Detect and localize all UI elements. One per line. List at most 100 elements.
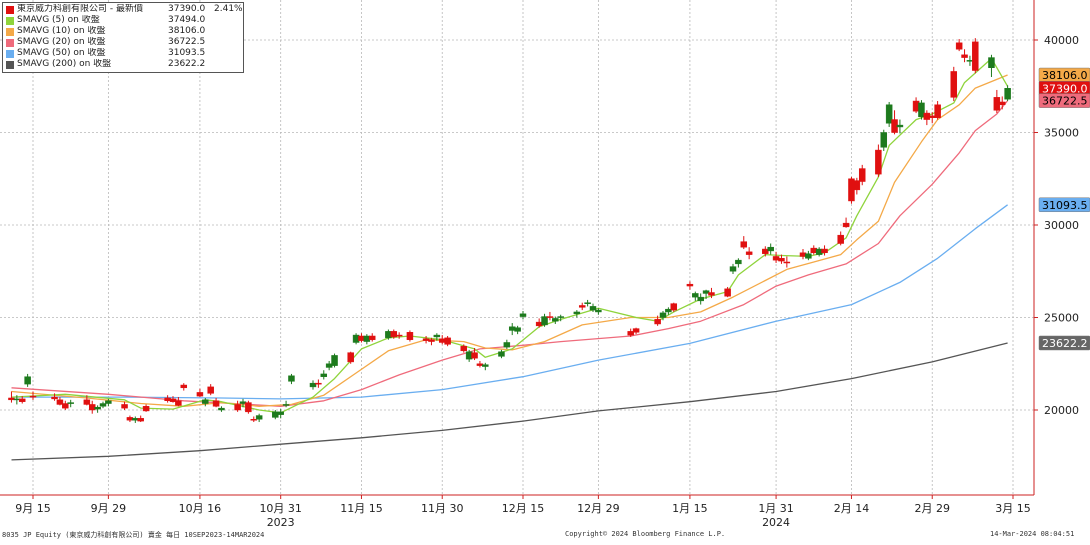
candle-body-down — [347, 352, 354, 363]
candle-body-down — [29, 395, 37, 398]
last-value-tag — [1038, 197, 1090, 213]
candle-body-up — [465, 351, 473, 360]
candle-body-down — [245, 402, 252, 413]
candle-body-down — [444, 337, 451, 345]
x-tick-label: 11月 15 — [340, 502, 383, 515]
last-value-tag-label: 36722.5 — [1042, 95, 1088, 108]
legend-swatch — [6, 60, 14, 69]
candle-body-down — [708, 292, 715, 296]
legend-value: 36722.5 — [168, 37, 206, 47]
candle-body-up — [13, 398, 21, 401]
candle-body-up — [584, 302, 591, 304]
footer-copyright: Copyright© 2024 Bloomberg Finance L.P. — [565, 530, 726, 538]
candle-body-down — [842, 222, 850, 228]
candle-body-down — [950, 71, 958, 98]
candle-body-down — [212, 400, 220, 407]
sma-200-line — [11, 342, 1008, 461]
candle-body-down — [476, 363, 484, 366]
legend-label: SMAVG (200) on 收盤 — [17, 59, 112, 69]
candle-body-up — [94, 406, 101, 410]
candle-body-up — [514, 327, 521, 332]
legend-swatch — [6, 16, 14, 25]
candle-body-down — [62, 403, 69, 409]
candle-body-down — [83, 399, 91, 405]
legend-value: 37390.0 — [168, 4, 206, 14]
x-tick-label: 10月 16 — [179, 502, 222, 515]
footer-timestamp: 14-Mar-2024 08:04:51 — [990, 530, 1075, 538]
candle-body-up — [239, 401, 247, 404]
legend-swatch — [6, 49, 14, 58]
candle-body-down — [8, 397, 15, 401]
legend-label: SMAVG (5) on 收盤 — [17, 15, 100, 25]
candle-body-up — [767, 246, 774, 252]
candle-body-up — [24, 376, 31, 385]
candle-body-down — [18, 398, 26, 402]
legend-swatch — [6, 5, 14, 14]
candle-body-down — [51, 396, 58, 400]
candle-body-down — [422, 338, 430, 341]
candle-body-down — [724, 288, 731, 297]
candle-body-down — [821, 248, 828, 254]
legend-row-sma5: SMAVG (5) on 收盤 37494.0 — [6, 15, 240, 26]
candle-body-up — [218, 407, 225, 411]
x-year-label: 2024 — [762, 516, 790, 529]
candle-body-down — [783, 261, 791, 264]
legend-swatch — [6, 27, 14, 36]
candle-body-up — [385, 331, 392, 339]
legend-label: SMAVG (10) on 收盤 — [17, 26, 106, 36]
candle-body-down — [395, 334, 403, 337]
y-tick-label: 30000 — [1044, 219, 1079, 232]
candle-body-down — [358, 335, 365, 341]
candle-body-up — [659, 312, 667, 318]
candle-body-down — [535, 321, 543, 327]
candle-body-up — [729, 266, 737, 272]
candle-body-down — [428, 339, 435, 342]
last-value-tag — [1038, 335, 1090, 351]
legend-label: 東京威力科創有限公司 - 最新價 — [17, 4, 143, 14]
candle-body-up — [665, 308, 672, 313]
candle-body-down — [627, 331, 634, 336]
candle-body-up — [433, 334, 441, 338]
candle-body-up — [896, 124, 904, 128]
candle-body-down — [471, 352, 478, 359]
legend-value: 31093.5 — [168, 48, 206, 58]
candle-body-down — [196, 392, 204, 397]
candle-body-up — [272, 411, 279, 418]
candle-body-up — [320, 373, 328, 377]
candle-body-down — [745, 251, 753, 255]
candle-body-up — [508, 326, 516, 331]
candle-body-up — [692, 293, 699, 298]
candle-body-down — [670, 303, 678, 311]
candle-body-up — [498, 351, 505, 357]
legend-value: 37494.0 — [168, 15, 206, 25]
candle-body-down — [934, 104, 941, 118]
candle-body-down — [891, 119, 898, 133]
plot-area — [0, 0, 1034, 495]
legend-label: SMAVG (20) on 收盤 — [17, 37, 106, 47]
candle-body-up — [918, 102, 925, 118]
candle-body-down — [955, 42, 963, 50]
x-tick-label: 10月 31 — [259, 502, 302, 515]
candle-body-up — [202, 399, 209, 404]
candle-body-down — [207, 386, 214, 394]
last-value-tag-label: 23622.2 — [1042, 337, 1088, 350]
candle-body-down — [164, 397, 171, 402]
candle-body-up — [282, 404, 290, 406]
candle-body-down — [853, 180, 861, 191]
legend-row-price: 東京威力科創有限公司 - 最新價 37390.0 2.41% — [6, 4, 243, 15]
candle-body-down — [438, 338, 446, 343]
x-tick-label: 2月 14 — [834, 502, 870, 515]
candle-body-up — [552, 318, 559, 322]
candle-body-down — [142, 406, 150, 412]
candle-body-up — [105, 400, 112, 404]
candle-body-up — [541, 316, 548, 326]
x-tick-label: 3月 15 — [995, 502, 1031, 515]
last-value-tag — [1038, 93, 1090, 108]
chart-legend: 東京威力科創有限公司 - 最新價 37390.0 2.41% SMAVG (5)… — [2, 2, 244, 73]
x-tick-label: 9月 29 — [91, 502, 127, 515]
candle-body-down — [126, 417, 134, 421]
candle-body-down — [234, 404, 241, 411]
candle-body-down — [837, 234, 844, 244]
candle-body-down — [88, 404, 96, 411]
